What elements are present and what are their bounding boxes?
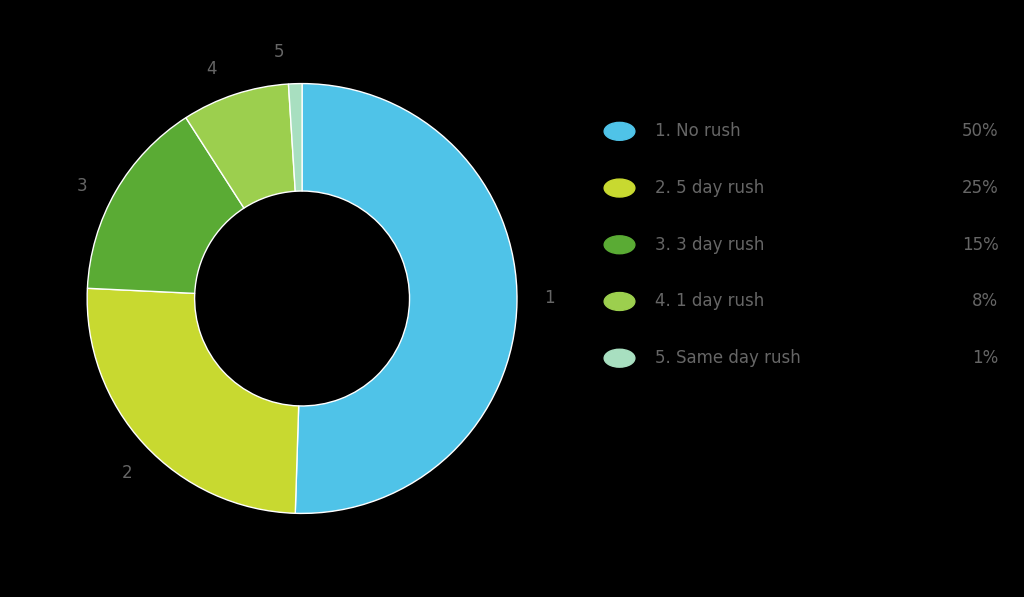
Text: 15%: 15% [962, 236, 998, 254]
Text: 8%: 8% [972, 293, 998, 310]
Text: 5: 5 [273, 44, 284, 61]
Text: 50%: 50% [962, 122, 998, 140]
Wedge shape [295, 84, 517, 513]
Text: 4: 4 [206, 60, 216, 78]
Text: 1%: 1% [972, 349, 998, 367]
Text: 4. 1 day rush: 4. 1 day rush [655, 293, 765, 310]
Wedge shape [87, 118, 244, 293]
Text: 5. Same day rush: 5. Same day rush [655, 349, 801, 367]
Wedge shape [186, 84, 295, 208]
Text: 3: 3 [77, 177, 87, 195]
Wedge shape [289, 84, 302, 191]
Text: 1. No rush: 1. No rush [655, 122, 741, 140]
Wedge shape [87, 288, 299, 513]
Text: 2: 2 [122, 464, 133, 482]
Text: 25%: 25% [962, 179, 998, 197]
Text: 1: 1 [544, 290, 555, 307]
Text: 2. 5 day rush: 2. 5 day rush [655, 179, 765, 197]
Text: 3. 3 day rush: 3. 3 day rush [655, 236, 765, 254]
